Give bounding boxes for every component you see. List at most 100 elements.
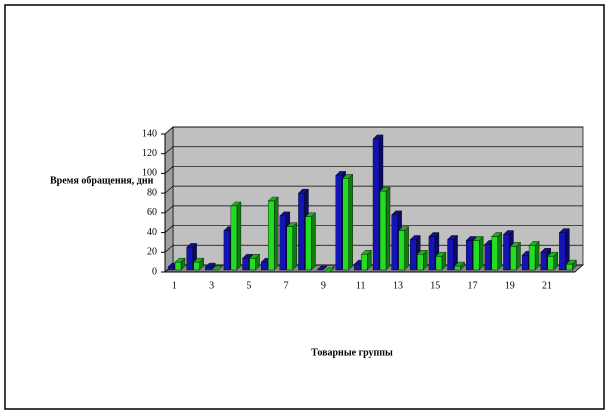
bar-front (354, 263, 361, 271)
bar-front (521, 255, 529, 271)
bar (211, 265, 223, 271)
grid-line (164, 225, 174, 233)
bar (360, 249, 372, 271)
bar-front (566, 263, 573, 271)
grid-line (164, 185, 174, 194)
bar-side (311, 212, 316, 271)
bar-top (316, 265, 328, 271)
bar-top (211, 265, 223, 271)
x-tick-label: 11 (356, 280, 366, 291)
bar (509, 241, 521, 271)
bar-side (497, 232, 503, 271)
bar-front (267, 200, 275, 271)
bar (323, 265, 335, 273)
bar-front (279, 215, 287, 271)
bar-front (230, 205, 238, 271)
y-tick-label: 120 (142, 148, 157, 159)
bar-front (491, 236, 499, 271)
bar-front (342, 178, 349, 271)
bar-front (447, 239, 454, 271)
x-tick-label: 13 (393, 280, 403, 291)
bar-front (249, 258, 256, 271)
bar-side (516, 241, 521, 271)
grid-line (164, 166, 174, 174)
y-tick-label: 60 (147, 207, 157, 218)
bar (491, 232, 503, 271)
bar (174, 257, 186, 271)
grid-line (164, 245, 174, 253)
bar-front (391, 214, 398, 271)
bar-front (286, 226, 294, 271)
bar (472, 235, 484, 271)
bar (528, 240, 540, 271)
bar-front (193, 261, 200, 271)
bar (267, 196, 279, 271)
bar-front (298, 192, 305, 271)
x-tick-label: 19 (505, 280, 515, 291)
bar-front (484, 244, 492, 271)
y-tick-label: 80 (147, 187, 157, 198)
bar-front (372, 138, 380, 271)
x-tick-label: 5 (246, 280, 251, 291)
bar-front (335, 175, 342, 271)
bar-side (478, 235, 484, 271)
bar-front (186, 247, 193, 271)
x-axis-label: Товарные группы (311, 347, 393, 358)
bar-front (428, 236, 436, 271)
bar (249, 253, 261, 271)
grid-line (164, 146, 174, 154)
grid-line (164, 205, 174, 214)
bar (398, 226, 410, 271)
x-tick-label: 9 (321, 280, 326, 291)
bar (204, 262, 216, 271)
x-tick-label: 15 (430, 280, 440, 291)
bar-front (435, 256, 443, 271)
bar-front (465, 240, 473, 271)
bar-side (385, 186, 391, 271)
bar-front (472, 240, 480, 271)
x-tick-label: 1 (172, 280, 177, 291)
y-axis-label: Время обращения, дни (50, 175, 154, 186)
bar (342, 173, 354, 271)
bar-front (559, 232, 566, 271)
bar (304, 212, 316, 271)
bar-front (379, 190, 387, 271)
bar-side (348, 173, 353, 271)
bar-front (260, 261, 268, 271)
bar-front (510, 246, 517, 271)
bar-front (528, 245, 536, 271)
bar-front (503, 234, 510, 271)
bar-front (174, 261, 182, 271)
bar-front (454, 265, 461, 271)
bar-front (167, 266, 175, 271)
x-tick-label: 21 (542, 280, 552, 291)
bar-side (236, 201, 242, 271)
bar-side (404, 226, 409, 271)
y-tick-label: 100 (142, 168, 157, 179)
bar (379, 186, 391, 271)
bar-front (547, 256, 554, 271)
bar-front (417, 254, 424, 271)
bar-side (534, 240, 540, 271)
y-tick-label: 0 (152, 266, 157, 277)
bar-front (205, 266, 212, 271)
bar (416, 249, 428, 271)
bar (454, 261, 466, 271)
bar (447, 234, 459, 271)
bar-front (398, 230, 405, 271)
bar (316, 265, 328, 271)
bar-front (305, 216, 312, 271)
bar (193, 257, 205, 271)
bar (565, 259, 577, 271)
x-tick-label: 17 (468, 280, 478, 291)
bar-front (540, 252, 547, 271)
bar-top (323, 267, 335, 273)
grid-line (164, 126, 174, 135)
side-wall (164, 126, 174, 273)
bar (286, 222, 298, 271)
y-tick-label: 40 (147, 227, 157, 238)
x-tick-label: 7 (284, 280, 289, 291)
y-tick-label: 20 (147, 247, 157, 258)
bar (435, 251, 447, 271)
x-tick-label: 3 (209, 280, 214, 291)
